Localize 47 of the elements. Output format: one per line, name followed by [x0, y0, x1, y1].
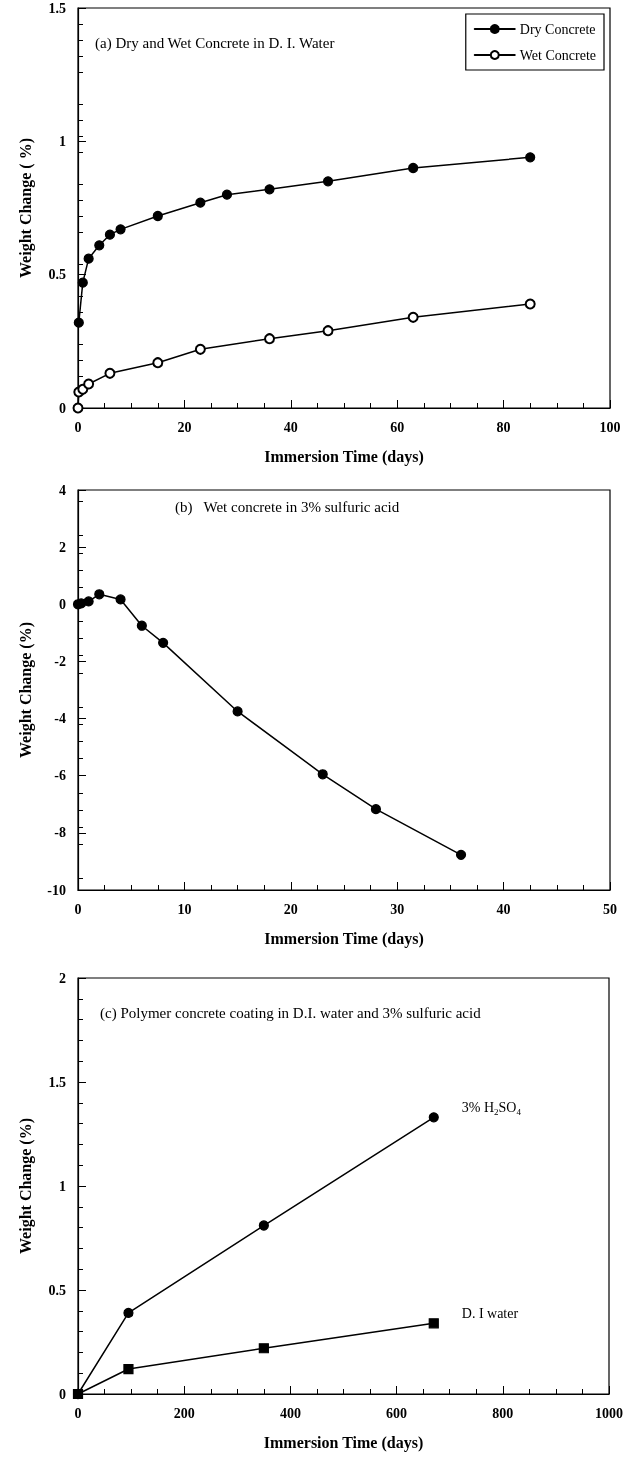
y-tick-label: 1.5 [48, 1074, 66, 1090]
y-tick-label: 0.5 [48, 1282, 66, 1298]
x-tick-label: 600 [386, 1405, 408, 1421]
x-axis-title: Immersion Time (days) [264, 447, 424, 466]
x-tick-label: 0 [74, 901, 82, 917]
y-tick-label: -10 [47, 882, 66, 898]
x-tick-label: 40 [496, 901, 511, 917]
legend-label: Dry Concrete [519, 21, 596, 37]
x-tick-label: 20 [283, 901, 298, 917]
text: (c) Polymer concrete coating in D.I. water and 3% sulfuric acid [100, 1004, 482, 1022]
x-tick-label: 800 [492, 1405, 514, 1421]
y-tick-label: -4 [54, 711, 66, 727]
y-tick-label: 0 [59, 1386, 66, 1402]
x-tick-label: 200 [173, 1405, 195, 1421]
y-tick-label: 0.5 [48, 267, 66, 283]
x-tick-label: 10 [177, 901, 192, 917]
x-tick-label: 0 [74, 419, 82, 435]
x-tick-label: 50 [603, 901, 617, 917]
x-tick-label: 100 [599, 419, 621, 435]
y-tick-label: 0 [59, 596, 66, 612]
text: (b) Wet concrete in 3% sulfuric acid [175, 498, 400, 516]
y-tick-label: 2 [59, 970, 66, 986]
x-axis-title: Immersion Time (days) [264, 929, 424, 948]
x-tick-label: 30 [390, 901, 405, 917]
y-tick-label: 1 [59, 1178, 66, 1194]
y-axis-title: Weight Change (%) [16, 1118, 35, 1254]
x-tick-label: 40 [283, 419, 298, 435]
y-tick-label: 4 [59, 482, 66, 498]
y-tick-label: 0 [59, 400, 66, 416]
y-tick-label: 2 [59, 539, 66, 555]
legend-label: Wet Concrete [519, 47, 597, 63]
series-label: D. I water [461, 1305, 519, 1321]
x-axis-title: Immersion Time (days) [263, 1433, 424, 1452]
x-tick-label: 0 [74, 1405, 82, 1421]
x-tick-label: 60 [390, 419, 405, 435]
y-tick-label: 1 [59, 133, 66, 149]
x-tick-label: 80 [496, 419, 511, 435]
y-tick-label: 1.5 [48, 0, 66, 16]
y-axis-title: Weight Change (%) [16, 622, 35, 758]
y-tick-label: -8 [54, 825, 66, 841]
y-tick-label: -6 [54, 768, 66, 784]
text: (a) Dry and Wet Concrete in D. I. Water [95, 34, 335, 52]
y-tick-label: -2 [54, 653, 66, 669]
y-axis-title: Weight Change ( %) [16, 138, 35, 278]
x-tick-label: 20 [177, 419, 192, 435]
x-tick-label: 400 [279, 1405, 301, 1421]
x-tick-label: 1000 [595, 1405, 623, 1421]
